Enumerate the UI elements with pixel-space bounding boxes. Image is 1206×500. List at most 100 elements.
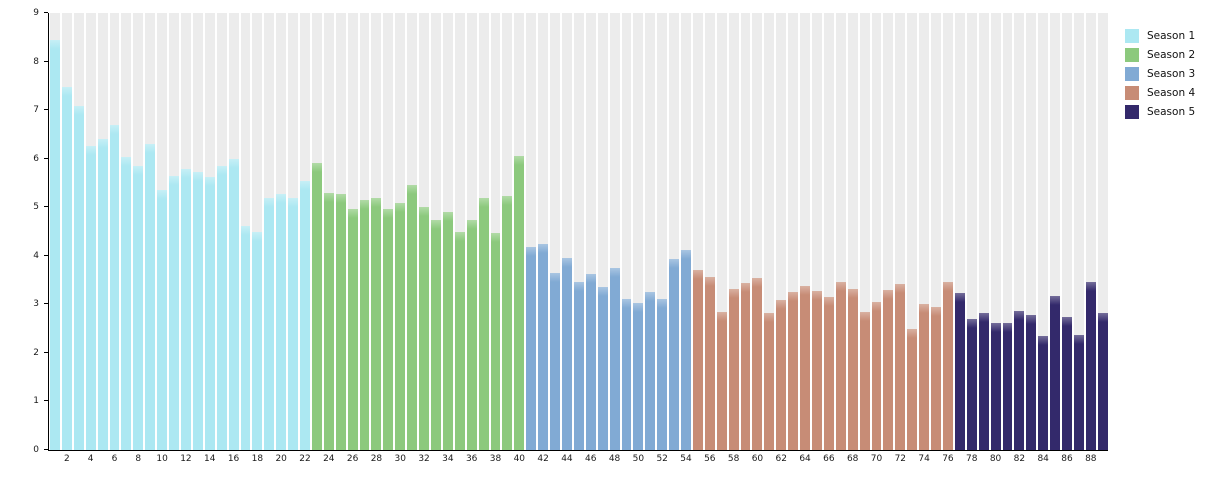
bar-slot-episode-52: 52 (656, 13, 668, 464)
bar-season-2-episode-38 (490, 232, 501, 450)
x-tick-label-8: 8 (135, 454, 142, 464)
bar-season-1-episode-22 (300, 181, 310, 450)
bar-slot-episode-17 (240, 13, 251, 450)
bar-season-2-episode-26 (347, 208, 358, 450)
legend-label: Season 5 (1147, 106, 1196, 118)
bar-slot-episode-36: 36 (466, 13, 477, 464)
bar-slot-episode-10: 10 (156, 13, 168, 464)
bar-season-5-episode-85 (1050, 296, 1061, 450)
bar-slot-episode-68: 68 (847, 13, 858, 464)
bar-season-4-episode-58 (728, 289, 739, 450)
y-tick-mark-2 (44, 351, 48, 353)
bar-slot-episode-43 (550, 13, 560, 450)
bar-slot-episode-55 (692, 13, 703, 450)
bar-season-5-episode-84 (1038, 335, 1049, 450)
bar-slot-episode-57 (716, 13, 727, 450)
legend-swatch-season-5 (1125, 105, 1139, 119)
x-tick-label-70: 70 (870, 454, 883, 464)
bar-slot-episode-25 (335, 13, 346, 450)
bar-slot-episode-34: 34 (442, 13, 454, 464)
legend-swatch-season-1 (1125, 29, 1139, 43)
bar-slot-episode-62: 62 (776, 13, 787, 464)
bar-slot-episode-54: 54 (680, 13, 692, 464)
bar-slot-episode-42: 42 (537, 13, 549, 464)
bar-season-4-episode-73 (907, 328, 918, 450)
bar-season-2-episode-34 (442, 212, 453, 450)
bar-slot-episode-87 (1073, 13, 1084, 450)
bar-season-4-episode-76 (942, 282, 953, 450)
x-tick-label-18: 18 (251, 454, 264, 464)
plot-area: 2 4 6 8 10 12 14 16 18 20 22 24 26 28 30 32 34 36 38 40 42 44… (48, 13, 1108, 464)
bar-season-1-episode-18 (252, 232, 263, 450)
x-tick-label-38: 38 (489, 454, 502, 464)
bar-season-5-episode-80 (990, 323, 1001, 450)
bar-season-3-episode-52 (657, 299, 668, 450)
bar-slot-episode-44: 44 (561, 13, 573, 464)
x-tick-label-72: 72 (894, 454, 907, 464)
x-tick-label-48: 48 (608, 454, 621, 464)
bar-season-2-episode-27 (359, 200, 370, 450)
bar-slot-episode-41 (526, 13, 537, 450)
y-tick-label-1: 1 (33, 396, 39, 407)
bar-season-4-episode-63 (788, 292, 799, 450)
bar-season-1-episode-3 (73, 106, 84, 450)
bar-season-5-episode-88 (1085, 281, 1096, 450)
bar-slot-episode-53 (669, 13, 680, 450)
bar-slot-episode-16: 16 (228, 13, 239, 464)
bar-season-1-episode-20 (276, 194, 287, 450)
bar-season-1-episode-7 (121, 156, 132, 450)
bar-slot-episode-14: 14 (204, 13, 215, 464)
bar-season-4-episode-62 (776, 300, 787, 450)
x-tick-label-10: 10 (156, 454, 168, 464)
bar-season-2-episode-30 (395, 203, 406, 450)
y-tick-mark-8 (44, 60, 48, 62)
bar-season-5-episode-78 (966, 318, 977, 450)
bar-slot-episode-15 (216, 13, 227, 450)
bar-season-4-episode-55 (692, 270, 703, 450)
y-tick-mark-7 (44, 109, 48, 111)
bar-season-3-episode-45 (573, 282, 584, 450)
legend-label: Season 3 (1147, 68, 1196, 80)
bar-season-1-episode-10 (157, 190, 168, 450)
bar-slot-episode-39 (502, 13, 513, 450)
bar-slot-episode-18: 18 (252, 13, 263, 464)
bar-season-4-episode-69 (859, 311, 870, 450)
x-tick-label-6: 6 (111, 454, 118, 464)
bar-slot-episode-5 (97, 13, 108, 450)
bar-season-2-episode-31 (407, 184, 418, 450)
bar-slot-episode-79 (978, 13, 989, 450)
bar-slot-episode-28: 28 (371, 13, 382, 464)
bar-slot-episode-37 (478, 13, 489, 450)
bar-slot-episode-73 (907, 13, 918, 450)
bar-season-5-episode-79 (978, 312, 989, 450)
bar-slot-episode-3 (73, 13, 84, 450)
bar-slot-episode-86: 86 (1061, 13, 1073, 464)
bar-slot-episode-76: 76 (942, 13, 954, 464)
bar-slot-episode-40: 40 (514, 13, 525, 464)
bar-season-2-episode-35 (454, 232, 465, 450)
x-tick-label-54: 54 (680, 454, 692, 464)
bar-slot-episode-47 (597, 13, 608, 450)
bar-slot-episode-84: 84 (1037, 13, 1049, 464)
bar-season-2-episode-24 (323, 193, 334, 450)
x-tick-label-56: 56 (704, 454, 716, 464)
legend: Season 1 Season 2 Season 3 Season 4 Seas… (1125, 29, 1195, 124)
legend-item-season-5: Season 5 (1125, 105, 1195, 119)
bar-season-2-episode-32 (419, 207, 429, 450)
bar-slot-episode-88: 88 (1085, 13, 1097, 464)
bar-season-4-episode-59 (740, 282, 751, 450)
x-tick-label-16: 16 (227, 454, 240, 464)
y-tick-mark-0 (44, 449, 48, 450)
y-tick-label-7: 7 (33, 105, 39, 116)
bar-slot-episode-56: 56 (704, 13, 716, 464)
legend-item-season-3: Season 3 (1125, 67, 1195, 81)
bar-season-3-episode-46 (585, 274, 596, 450)
x-tick-label-76: 76 (942, 454, 954, 464)
x-tick-label-42: 42 (537, 454, 549, 464)
bar-season-1-episode-15 (216, 166, 227, 450)
bar-season-3-episode-50 (633, 302, 644, 450)
bar-slot-episode-80: 80 (990, 13, 1001, 464)
bar-slot-episode-70: 70 (871, 13, 882, 464)
bar-season-1-episode-14 (204, 177, 215, 450)
